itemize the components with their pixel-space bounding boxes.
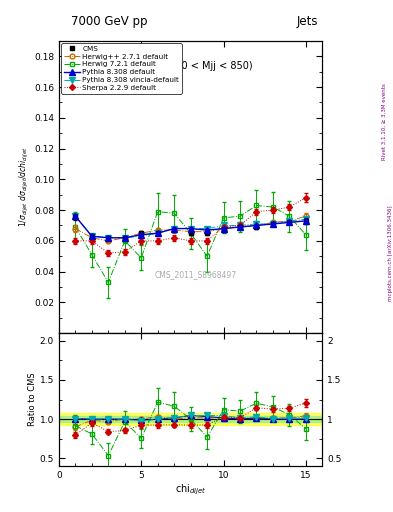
X-axis label: chi$_{dijet}$: chi$_{dijet}$ (175, 482, 206, 497)
Text: 7000 GeV pp: 7000 GeV pp (71, 15, 147, 28)
Text: Jets: Jets (297, 15, 318, 28)
Text: CMS_2011_S8968497: CMS_2011_S8968497 (155, 270, 237, 279)
Bar (59, 413, 322, 425)
Y-axis label: $1/\sigma_{dijet}\ d\sigma_{dijet}/dchi_{dijet}$: $1/\sigma_{dijet}\ d\sigma_{dijet}/dchi_… (18, 146, 31, 227)
Y-axis label: Ratio to CMS: Ratio to CMS (28, 373, 37, 426)
Text: χ (jets) (650 < Mjj < 850): χ (jets) (650 < Mjj < 850) (128, 61, 253, 71)
Text: Rivet 3.1.10, ≥ 3.3M events: Rivet 3.1.10, ≥ 3.3M events (382, 83, 387, 160)
Legend: CMS, Herwig++ 2.7.1 default, Herwig 7.2.1 default, Pythia 8.308 default, Pythia : CMS, Herwig++ 2.7.1 default, Herwig 7.2.… (61, 43, 182, 94)
Text: mcplots.cern.ch [arXiv:1306.3436]: mcplots.cern.ch [arXiv:1306.3436] (387, 206, 393, 301)
Bar (59, 416, 322, 422)
